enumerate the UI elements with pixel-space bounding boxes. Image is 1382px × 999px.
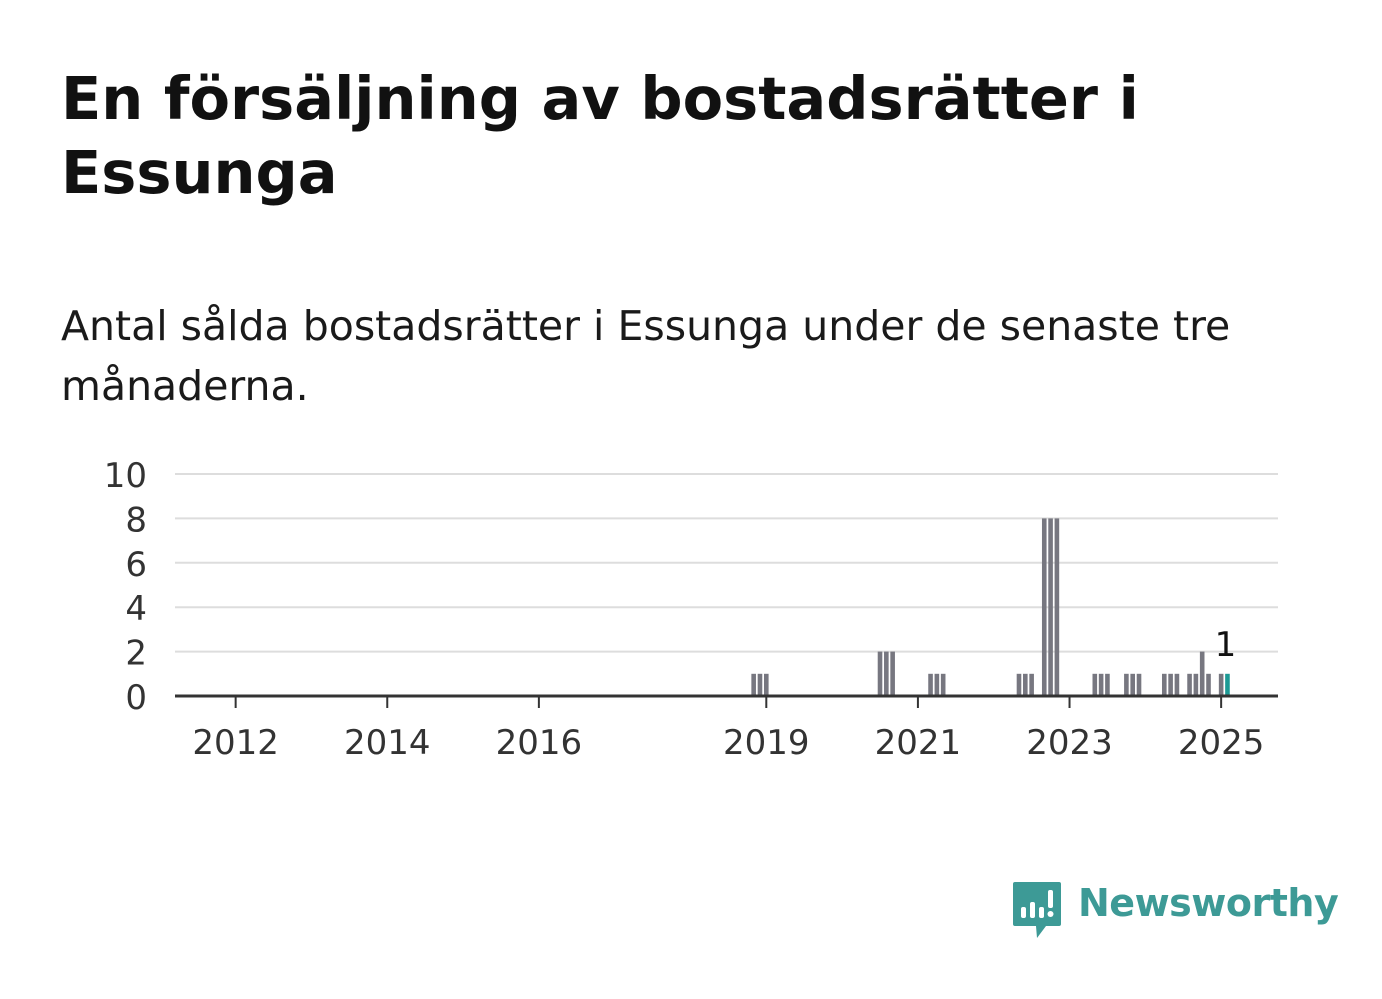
bar bbox=[934, 673, 940, 696]
x-tick-label: 2025 bbox=[1178, 723, 1265, 763]
bar bbox=[1016, 673, 1022, 696]
bar bbox=[1174, 673, 1180, 696]
newsworthy-logo: Newsworthy bbox=[1010, 880, 1339, 944]
bar bbox=[940, 673, 946, 696]
x-tick-label: 2014 bbox=[344, 723, 431, 763]
bar-chart: 02 46 810 1 2012 2014 2016 2019 2021 2023 2025 bbox=[104, 456, 1278, 763]
bar bbox=[1168, 673, 1173, 696]
bar bbox=[1187, 673, 1192, 696]
bar-highlight bbox=[1225, 673, 1230, 696]
bar bbox=[1199, 651, 1205, 696]
bar bbox=[1218, 673, 1224, 696]
x-tick-label: 2012 bbox=[192, 723, 279, 763]
bar bbox=[1054, 518, 1060, 696]
y-tick-label: 0 bbox=[125, 678, 147, 718]
bar bbox=[877, 651, 883, 696]
y-tick-label: 4 bbox=[125, 589, 147, 629]
bar bbox=[1023, 673, 1028, 696]
y-tick-label: 10 bbox=[104, 456, 147, 496]
bar bbox=[1098, 673, 1104, 696]
bar bbox=[1130, 673, 1135, 696]
bar bbox=[757, 673, 763, 696]
y-tick-label: 8 bbox=[125, 500, 147, 540]
bar bbox=[1105, 673, 1110, 696]
bar bbox=[1092, 673, 1098, 696]
bar bbox=[928, 673, 933, 696]
x-tick-label: 2021 bbox=[875, 723, 962, 763]
newsworthy-logo-text: Newsworthy bbox=[1078, 881, 1339, 925]
chart-subtitle: Antal sålda bostadsrätter i Essunga unde… bbox=[61, 302, 1231, 410]
x-tick-label: 2023 bbox=[1026, 723, 1113, 763]
bar bbox=[1048, 518, 1053, 696]
newsworthy-logo-icon bbox=[1013, 882, 1061, 938]
bar bbox=[890, 651, 895, 696]
bar bbox=[1193, 673, 1199, 696]
y-tick-label: 2 bbox=[125, 634, 147, 674]
y-tick-label: 6 bbox=[125, 545, 147, 585]
bar bbox=[1041, 518, 1047, 696]
bar bbox=[1161, 673, 1167, 696]
chart-title: En försäljning av bostadsrätter i Essung… bbox=[61, 64, 1139, 207]
x-tick-label: 2016 bbox=[496, 723, 583, 763]
bar bbox=[751, 673, 756, 696]
bar bbox=[884, 651, 889, 696]
x-tick-label: 2019 bbox=[723, 723, 810, 763]
bar bbox=[1206, 673, 1211, 696]
bar bbox=[1136, 673, 1142, 696]
highlight-value-label: 1 bbox=[1215, 625, 1237, 665]
bar bbox=[1029, 673, 1034, 696]
bar bbox=[764, 673, 769, 696]
bar bbox=[1124, 673, 1129, 696]
